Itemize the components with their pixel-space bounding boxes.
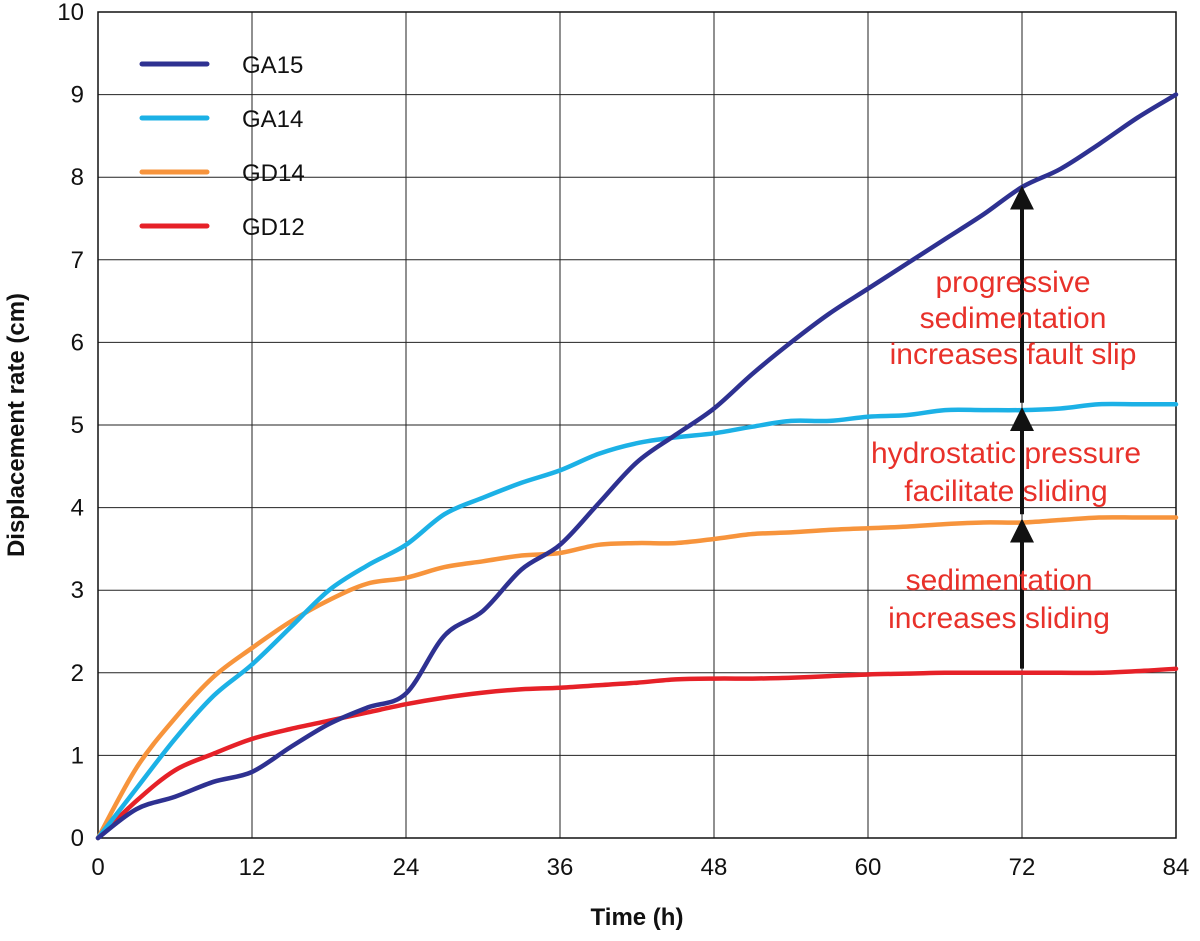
series-line-gd14 bbox=[95, 515, 1179, 841]
x-tick-label: 12 bbox=[239, 854, 266, 881]
x-tick-label: 60 bbox=[855, 854, 882, 881]
annotation-text: progressive bbox=[935, 266, 1090, 299]
x-tick-label: 0 bbox=[91, 854, 104, 881]
plot-frame bbox=[97, 11, 1177, 839]
legend-label-gd12: GD12 bbox=[242, 214, 305, 241]
legend-label-ga15: GA15 bbox=[242, 52, 303, 79]
y-tick-label: 1 bbox=[71, 742, 84, 769]
y-tick-label: 7 bbox=[71, 247, 84, 274]
y-tick-label: 9 bbox=[71, 82, 84, 109]
x-axis-title: Time (h) bbox=[591, 904, 684, 931]
annotation-text: hydrostatic pressure bbox=[871, 437, 1141, 470]
y-tick-label: 3 bbox=[71, 577, 84, 604]
x-tick-label: 48 bbox=[701, 854, 728, 881]
y-tick-label: 8 bbox=[71, 164, 84, 191]
annotation-text: increases fault slip bbox=[890, 338, 1137, 371]
annotation-text: facilitate sliding bbox=[904, 475, 1107, 508]
series-line-ga14 bbox=[95, 401, 1179, 841]
y-tick-label: 5 bbox=[71, 412, 84, 439]
series-layer bbox=[95, 92, 1179, 841]
y-tick-label: 2 bbox=[71, 660, 84, 687]
x-tick-label: 84 bbox=[1163, 854, 1190, 881]
legend: GA15 GA14 GD14 GD12 bbox=[139, 52, 305, 241]
series-line-gd12 bbox=[95, 666, 1179, 841]
legend-label-gd14: GD14 bbox=[242, 160, 305, 187]
y-tick-label: 0 bbox=[71, 825, 84, 852]
annotation-text: sedimentation bbox=[906, 564, 1093, 597]
x-tick-labels: 0 12 24 36 48 60 72 84 bbox=[91, 854, 1189, 881]
x-tick-label: 24 bbox=[393, 854, 420, 881]
y-axis-title: Displacement rate (cm) bbox=[3, 293, 30, 557]
annotation-text: sedimentation bbox=[920, 302, 1107, 335]
y-tick-labels: 0 1 2 3 4 5 6 7 8 9 10 bbox=[57, 0, 84, 852]
y-tick-label: 6 bbox=[71, 329, 84, 356]
x-tick-label: 72 bbox=[1009, 854, 1036, 881]
legend-label-ga14: GA14 bbox=[242, 106, 303, 133]
y-tick-label: 4 bbox=[71, 495, 84, 522]
grid-lines bbox=[98, 12, 1176, 838]
series-line-ga15 bbox=[95, 92, 1179, 841]
annotation-text: increases sliding bbox=[888, 602, 1110, 635]
y-tick-label: 10 bbox=[57, 0, 84, 26]
x-tick-label: 36 bbox=[547, 854, 574, 881]
